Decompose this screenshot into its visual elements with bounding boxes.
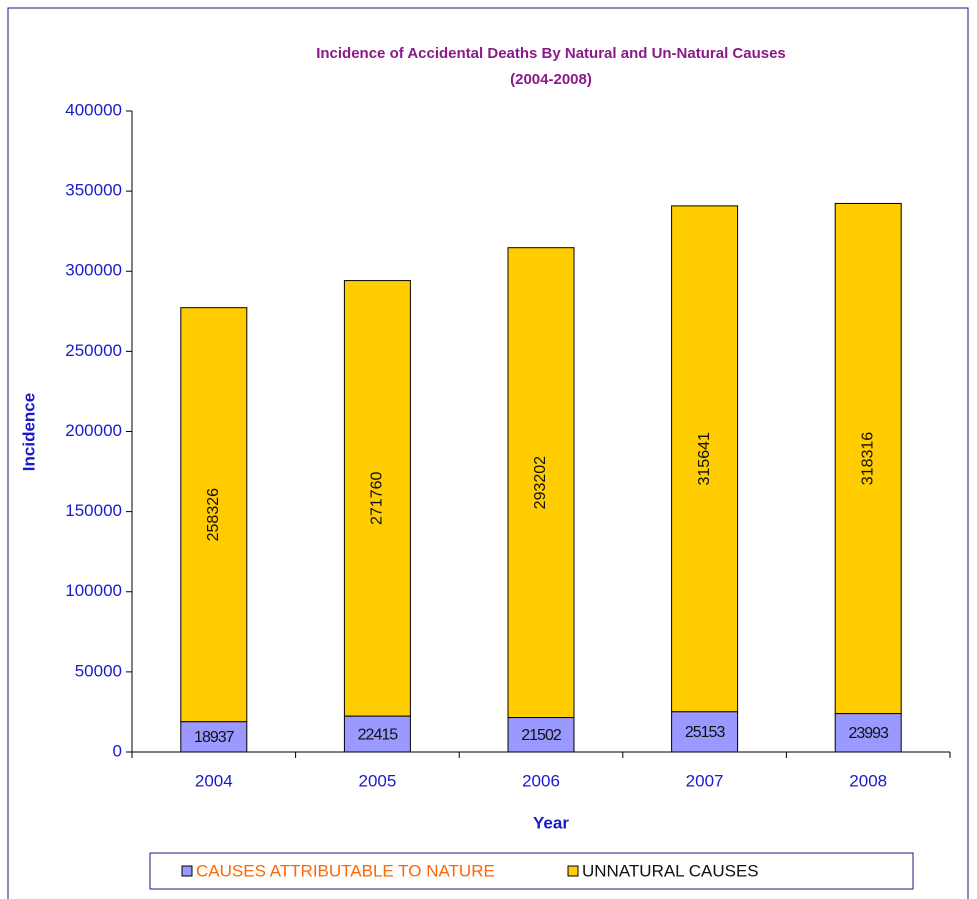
y-tick-label: 150000 <box>65 501 122 520</box>
data-label: 315641 <box>696 432 713 485</box>
legend-swatch <box>567 865 579 877</box>
data-label: 22415 <box>358 726 399 743</box>
bar-segment <box>671 205 739 713</box>
x-axis-title: Year <box>533 813 569 832</box>
data-label: 293202 <box>532 456 549 509</box>
chart-title: Incidence of Accidental Deaths By Natura… <box>316 45 786 62</box>
data-label: 271760 <box>369 472 386 525</box>
bar-segment <box>343 715 411 753</box>
bar-segment <box>507 247 575 719</box>
legend-swatch <box>181 865 193 877</box>
data-label: 318316 <box>859 432 876 485</box>
chart-subtitle: (2004-2008) <box>510 71 592 88</box>
x-tick-label: 2004 <box>195 771 233 790</box>
bar-segment <box>507 717 575 753</box>
data-label: 23993 <box>848 725 889 742</box>
y-tick-label: 100000 <box>65 581 122 600</box>
y-tick-label: 0 <box>113 741 122 760</box>
bar-segment <box>671 711 739 753</box>
legend-box <box>149 852 914 890</box>
bar-segment <box>343 280 411 717</box>
y-tick-label: 350000 <box>65 181 122 200</box>
legend-label: CAUSES ATTRIBUTABLE TO NATURE <box>196 861 495 880</box>
bar-segment <box>180 307 248 723</box>
x-tick-label: 2007 <box>686 771 724 790</box>
x-tick-label: 2005 <box>358 771 396 790</box>
y-tick-label: 250000 <box>65 341 122 360</box>
y-tick-label: 400000 <box>65 100 122 119</box>
chart-frame <box>7 7 969 899</box>
data-label: 21502 <box>521 727 562 744</box>
y-tick-label: 50000 <box>75 661 122 680</box>
data-label: 18937 <box>194 729 235 746</box>
data-label: 25153 <box>685 724 726 741</box>
y-tick-label: 300000 <box>65 261 122 280</box>
x-tick-label: 2008 <box>849 771 887 790</box>
bar-segment <box>834 202 902 715</box>
bar-segment <box>834 713 902 753</box>
x-tick-label: 2006 <box>522 771 560 790</box>
y-axis-title: Incidence <box>19 393 38 471</box>
legend-label: UNNATURAL CAUSES <box>582 861 759 880</box>
bar-segment <box>180 721 248 753</box>
data-label: 258326 <box>205 488 222 541</box>
y-tick-label: 200000 <box>65 421 122 440</box>
